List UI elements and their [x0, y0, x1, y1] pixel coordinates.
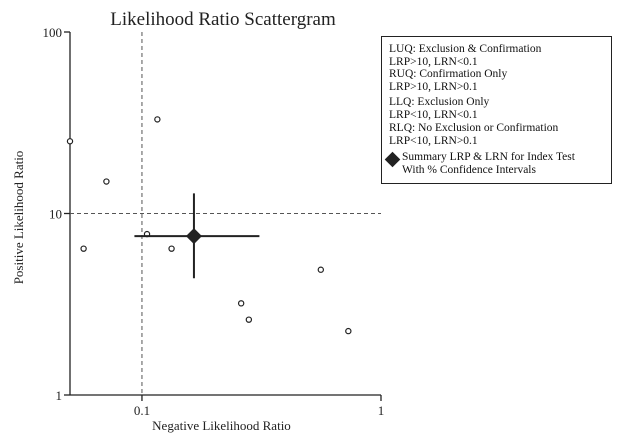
legend-summary-title: Summary LRP & LRN for Index Test	[402, 151, 575, 163]
y-tick-label: 10	[49, 207, 62, 222]
study-point	[345, 327, 352, 335]
legend-rlq: RLQ: No Exclusion or Confirmation LRP<10…	[389, 122, 558, 147]
legend-llq-title: LLQ: Exclusion Only	[389, 96, 490, 108]
study-point	[154, 116, 161, 123]
legend-luq-rule: LRP>10, LRN<0.1	[389, 55, 478, 68]
y-tick-label: 100	[43, 25, 63, 40]
legend-summary-ci: With % Confidence Intervals	[402, 163, 536, 176]
study-point	[66, 138, 74, 145]
legend-box: LUQ: Exclusion & Confirmation LRP>10, LR…	[381, 36, 612, 184]
legend-llq-rule: LRP<10, LRN<0.1	[389, 108, 478, 121]
summary-diamond-icon	[384, 151, 401, 168]
legend-rlq-title: RLQ: No Exclusion or Confirmation	[389, 122, 559, 134]
legend-ruq-title: RUQ: Confirmation Only	[389, 68, 508, 80]
study-point	[80, 245, 87, 252]
y-axis-label: Positive Likelihood Ratio	[11, 151, 26, 285]
study-point	[103, 178, 110, 185]
legend-ruq-rule: LRP>10, LRN>0.1	[389, 80, 478, 93]
chart-title: Likelihood Ratio Scattergram	[110, 9, 336, 30]
y-tick-label: 1	[56, 388, 63, 403]
study-point	[237, 300, 245, 307]
legend-luq-title: LUQ: Exclusion & Confirmation	[389, 43, 542, 55]
legend-llq: LLQ: Exclusion Only LRP<10, LRN<0.1	[389, 96, 489, 121]
study-point	[168, 245, 175, 252]
summary-diamond	[185, 228, 202, 245]
legend-ruq: RUQ: Confirmation Only LRP>10, LRN>0.1	[389, 68, 507, 93]
x-tick-label: 1	[378, 403, 385, 418]
legend-rlq-rule: LRP<10, LRN>0.1	[389, 134, 478, 147]
legend-luq: LUQ: Exclusion & Confirmation LRP>10, LR…	[389, 43, 541, 68]
study-point	[317, 266, 325, 273]
x-tick-label: 0.1	[134, 403, 150, 418]
x-axis-label: Negative Likelihood Ratio	[152, 418, 291, 433]
legend-summary: Summary LRP & LRN for Index Test With % …	[402, 151, 575, 176]
study-point	[245, 316, 253, 323]
